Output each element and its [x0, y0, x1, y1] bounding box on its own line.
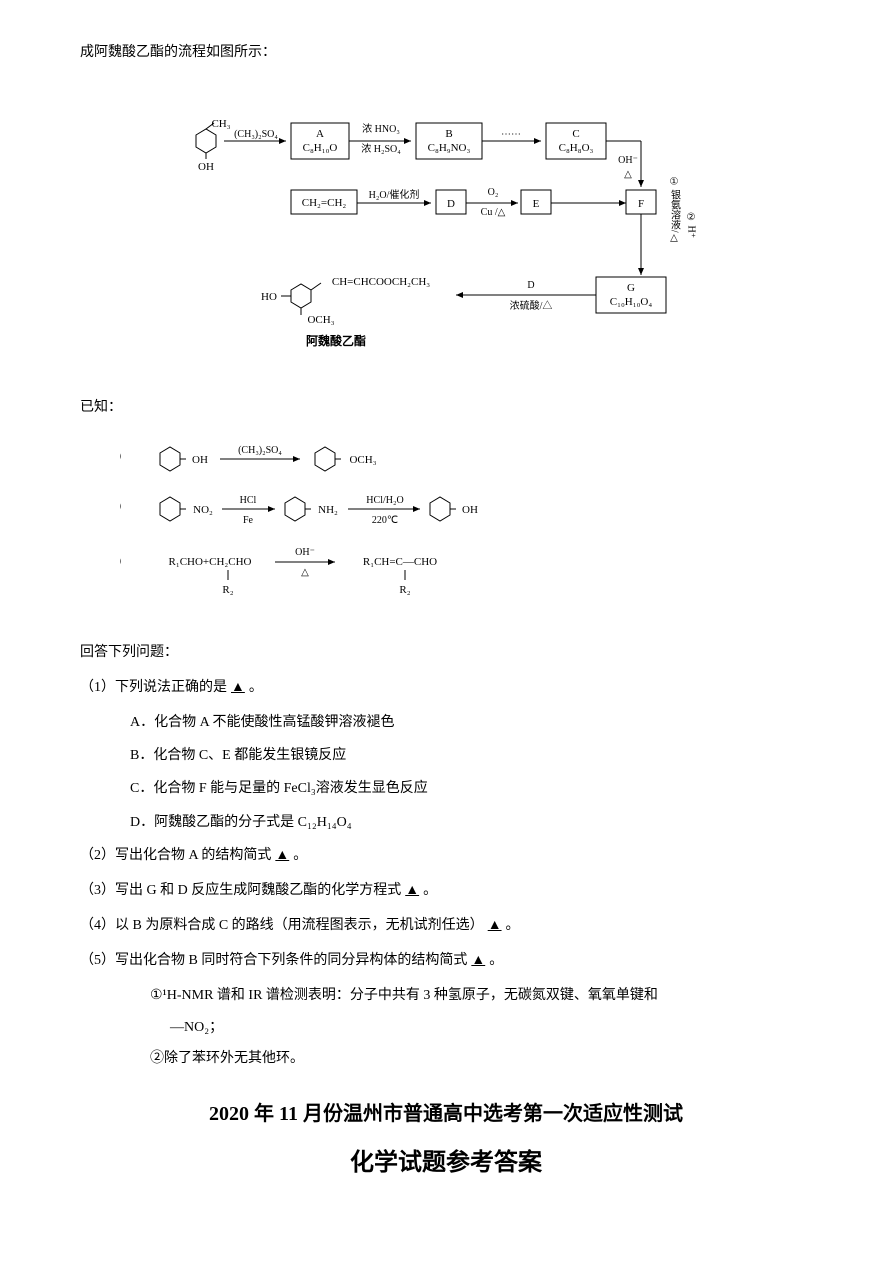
blank-2: ▲ — [271, 848, 293, 863]
intro-text: 成阿魏酸乙酯的流程如图所示： — [80, 40, 812, 65]
f-side1: ① 银氨溶液/△ — [669, 177, 681, 244]
blank-1: ▲ — [227, 680, 249, 695]
arrow1-label: (CH₃)₂SO₄ — [234, 129, 278, 140]
svg-text:Fe: Fe — [243, 515, 254, 526]
svg-text:B: B — [445, 128, 452, 140]
svg-text:C₁₀H₁₀O₄: C₁₀H₁₀O₄ — [610, 296, 653, 308]
svg-text:浓 H₂SO₄: 浓 H₂SO₄ — [361, 143, 401, 155]
q5-sub1: ①¹H-NMR 谱和 IR 谱检测表明：分子中共有 3 种氢原子，无碳氮双键、氧… — [150, 983, 812, 1008]
f-side2: ② H⁺ — [686, 212, 697, 238]
svg-text:HO: HO — [261, 291, 277, 303]
svg-text:HCl/H₂O: HCl/H₂O — [366, 495, 403, 506]
svg-text:CH=CHCOOCH₂CH₃: CH=CHCOOCH₂CH₃ — [332, 276, 430, 288]
question-stem: 回答下列问题： — [80, 640, 812, 665]
reactions: 1） OH (CH₃)₂SO₄ OCH₃ 2） NO₂ HCl Fe NH₂ H… — [120, 435, 812, 614]
svg-text:Cu /△: Cu /△ — [481, 207, 506, 218]
q1-d: D．阿魏酸乙酯的分子式是 C₁₂H₁₄O₄ — [130, 810, 812, 835]
svg-text:220℃: 220℃ — [372, 515, 398, 526]
svg-text:OCH₃: OCH₃ — [307, 314, 334, 326]
svg-text:⋯⋯: ⋯⋯ — [501, 129, 521, 140]
svg-text:NO₂: NO₂ — [193, 504, 213, 516]
answer-title: 2020 年 11 月份温州市普通高中选考第一次适应性测试 — [80, 1096, 812, 1132]
svg-text:H₂O/催化剂: H₂O/催化剂 — [369, 188, 420, 201]
q5-sub1b: —NO₂； — [170, 1015, 812, 1040]
svg-text:OH: OH — [462, 504, 478, 516]
blank-3: ▲ — [401, 883, 423, 898]
svg-text:R₂: R₂ — [399, 584, 410, 596]
svg-text:NH₂: NH₂ — [318, 504, 338, 516]
start-structure: CH₃ OH — [196, 118, 231, 173]
svg-text:浓 HNO₃: 浓 HNO₃ — [362, 123, 400, 135]
svg-text:E: E — [533, 198, 540, 210]
svg-text:HCl: HCl — [240, 495, 257, 506]
q5-sub2: ②除了苯环外无其他环。 — [150, 1046, 812, 1071]
svg-text:D: D — [527, 280, 534, 291]
q5: （5）写出化合物 B 同时符合下列条件的同分异构体的结构简式▲。 — [80, 948, 812, 973]
svg-text:C₈H₁₀O: C₈H₁₀O — [303, 142, 338, 154]
svg-text:阿魏酸乙酯: 阿魏酸乙酯 — [306, 333, 366, 348]
blank-5: ▲ — [467, 953, 489, 968]
svg-text:R₁CH=C—CHO: R₁CH=C—CHO — [363, 556, 437, 568]
svg-text:浓硫酸/△: 浓硫酸/△ — [510, 299, 553, 312]
reactions-svg: 1） OH (CH₃)₂SO₄ OCH₃ 2） NO₂ HCl Fe NH₂ H… — [120, 435, 620, 605]
answer-subtitle: 化学试题参考答案 — [80, 1142, 812, 1185]
svg-text:(CH₃)₂SO₄: (CH₃)₂SO₄ — [238, 445, 282, 456]
blank-4: ▲ — [484, 918, 506, 933]
q3: （3）写出 G 和 D 反应生成阿魏酸乙酯的化学方程式▲。 — [80, 878, 812, 903]
svg-text:1）: 1） — [120, 450, 128, 463]
q1: （1）下列说法正确的是▲。 — [80, 675, 812, 700]
svg-text:3）: 3） — [120, 555, 128, 568]
flowchart: CH₃ OH (CH₃)₂SO₄ A C₈H₁₀O 浓 HNO₃ 浓 H₂SO₄… — [80, 85, 812, 365]
svg-text:OCH₃: OCH₃ — [349, 454, 376, 466]
product-structure: CH=CHCOOCH₂CH₃ HO OCH₃ 阿魏酸乙酯 — [261, 276, 430, 348]
svg-text:C₈H₉NO₃: C₈H₉NO₃ — [428, 142, 471, 154]
svg-text:R₂: R₂ — [222, 584, 233, 596]
q1-b: B．化合物 C、E 都能发生银镜反应 — [130, 743, 812, 768]
svg-text:△: △ — [624, 169, 632, 180]
q2: （2）写出化合物 A 的结构简式▲。 — [80, 843, 812, 868]
svg-text:OH⁻: OH⁻ — [618, 155, 638, 166]
svg-text:F: F — [638, 198, 644, 210]
svg-text:CH₃: CH₃ — [211, 118, 230, 130]
svg-text:2）: 2） — [120, 500, 128, 513]
svg-text:R₁CHO+CH₂CHO: R₁CHO+CH₂CHO — [169, 556, 252, 568]
q1-c: C．化合物 F 能与足量的 FeCl₃溶液发生显色反应 — [130, 776, 812, 801]
svg-text:CH₂=CH₂: CH₂=CH₂ — [302, 197, 347, 209]
svg-text:O₂: O₂ — [488, 187, 499, 198]
q4: （4）以 B 为原料合成 C 的路线（用流程图表示，无机试剂任选）▲。 — [80, 913, 812, 938]
q1-a: A．化合物 A 不能使酸性高锰酸钾溶液褪色 — [130, 710, 812, 735]
svg-text:A: A — [316, 128, 324, 140]
svg-text:C₈H₈O₃: C₈H₈O₃ — [559, 142, 594, 154]
svg-text:C: C — [572, 128, 579, 140]
svg-text:OH: OH — [198, 161, 214, 173]
svg-text:OH⁻: OH⁻ — [295, 547, 315, 558]
svg-text:G: G — [627, 282, 635, 294]
flowchart-svg: CH₃ OH (CH₃)₂SO₄ A C₈H₁₀O 浓 HNO₃ 浓 H₂SO₄… — [166, 85, 726, 365]
svg-text:△: △ — [301, 567, 309, 578]
svg-text:D: D — [447, 198, 455, 210]
known-label: 已知： — [80, 395, 812, 420]
svg-text:OH: OH — [192, 454, 208, 466]
